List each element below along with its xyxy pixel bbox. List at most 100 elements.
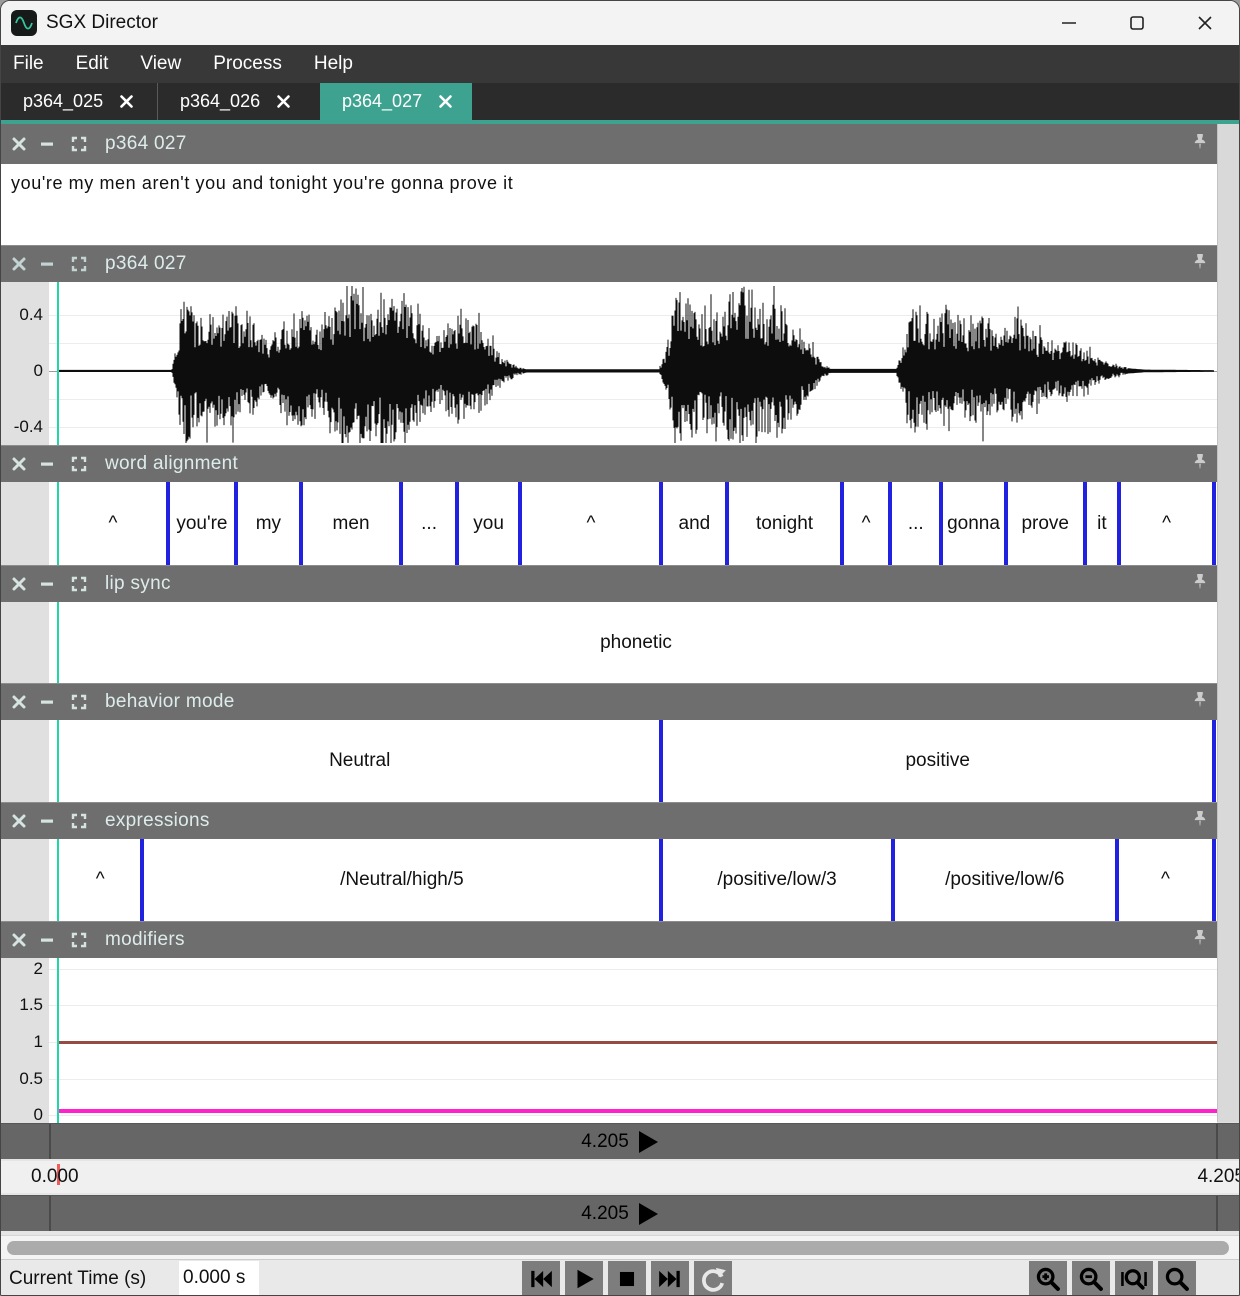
expressions-segment[interactable]: ^	[1117, 839, 1214, 921]
time-ruler[interactable]: 0.000 4.205	[1, 1161, 1239, 1193]
playhead-cursor[interactable]	[57, 482, 59, 565]
segment-boundary[interactable]	[890, 839, 895, 921]
waveform-canvas[interactable]	[49, 282, 1217, 445]
playhead-cursor[interactable]	[57, 720, 59, 802]
word-alignment-segment[interactable]: tonight	[727, 482, 841, 565]
word-alignment-segment[interactable]: you're	[168, 482, 236, 565]
segment-boundary[interactable]	[399, 482, 404, 565]
segment-boundary[interactable]	[659, 720, 664, 802]
segment-boundary[interactable]	[939, 482, 944, 565]
segment-boundary[interactable]	[140, 839, 145, 921]
tab-close-icon[interactable]	[438, 94, 453, 109]
word-alignment-segment[interactable]: and	[661, 482, 727, 565]
stop-button[interactable]	[608, 1261, 646, 1295]
segment-boundary[interactable]	[298, 482, 303, 565]
word-alignment-segment[interactable]: prove	[1006, 482, 1085, 565]
behavior-mode-segment[interactable]: Neutral	[58, 720, 661, 802]
word-alignment-segment[interactable]: ...	[890, 482, 941, 565]
tab-p364_026[interactable]: p364_026	[157, 83, 313, 120]
segment-boundary[interactable]	[1212, 839, 1216, 921]
panel-close-icon[interactable]	[10, 455, 28, 473]
expressions-segment[interactable]: /Neutral/high/5	[142, 839, 661, 921]
word-alignment-segment[interactable]: ^	[58, 482, 168, 565]
segment-boundary[interactable]	[839, 482, 844, 565]
segment-boundary[interactable]	[165, 482, 170, 565]
playhead-cursor[interactable]	[57, 602, 59, 683]
panel-close-icon[interactable]	[10, 255, 28, 273]
panel-minimize-icon[interactable]	[38, 931, 56, 949]
horizontal-scrollbar-thumb[interactable]	[7, 1241, 1229, 1255]
tab-close-icon[interactable]	[119, 94, 134, 109]
word-alignment-segment[interactable]: ^	[520, 482, 661, 565]
segment-boundary[interactable]	[1212, 482, 1216, 565]
behavior-mode-segment[interactable]: positive	[661, 720, 1214, 802]
panel-maximize-icon[interactable]	[70, 455, 88, 473]
menu-process[interactable]: Process	[213, 53, 282, 74]
panel-minimize-icon[interactable]	[38, 255, 56, 273]
menu-help[interactable]: Help	[313, 53, 353, 74]
tab-p364_025[interactable]: p364_025	[1, 83, 157, 120]
modifier-curve-red[interactable]	[58, 1041, 1217, 1044]
zoom-selection-button[interactable]	[1115, 1261, 1153, 1295]
segment-boundary[interactable]	[659, 839, 664, 921]
segment-boundary[interactable]	[1003, 482, 1008, 565]
menu-view[interactable]: View	[140, 53, 182, 74]
panel-maximize-icon[interactable]	[70, 812, 88, 830]
panel-minimize-icon[interactable]	[38, 135, 56, 153]
skip-to-end-button[interactable]	[651, 1261, 689, 1295]
pin-icon[interactable]	[1191, 453, 1209, 476]
word-alignment-segment[interactable]: men	[301, 482, 402, 565]
modifiers-canvas[interactable]	[49, 958, 1217, 1123]
pin-icon[interactable]	[1191, 691, 1209, 714]
panel-maximize-icon[interactable]	[70, 135, 88, 153]
segment-boundary[interactable]	[234, 482, 239, 565]
zoom-fit-button[interactable]	[1158, 1261, 1196, 1295]
word-alignment-segment[interactable]: it	[1085, 482, 1120, 565]
zoom-out-button[interactable]	[1072, 1261, 1110, 1295]
window-minimize-button[interactable]	[1035, 1, 1103, 45]
segment-boundary[interactable]	[1114, 839, 1119, 921]
play-button[interactable]	[565, 1261, 603, 1295]
playhead-cursor[interactable]	[57, 958, 59, 1123]
segment-boundary[interactable]	[888, 482, 893, 565]
word-alignment-segment[interactable]: you	[457, 482, 521, 565]
pin-icon[interactable]	[1191, 253, 1209, 276]
panel-minimize-icon[interactable]	[38, 812, 56, 830]
duration-slider-top[interactable]: 4.205	[1, 1123, 1239, 1159]
vertical-scrollbar[interactable]	[1217, 124, 1239, 1122]
panel-close-icon[interactable]	[10, 135, 28, 153]
window-maximize-button[interactable]	[1103, 1, 1171, 45]
segment-boundary[interactable]	[1117, 482, 1122, 565]
panel-maximize-icon[interactable]	[70, 255, 88, 273]
current-time-input[interactable]	[179, 1261, 259, 1295]
tab-close-icon[interactable]	[276, 94, 291, 109]
transcript-text[interactable]: you're my men aren't you and tonight you…	[11, 173, 514, 193]
panel-minimize-icon[interactable]	[38, 455, 56, 473]
loop-button[interactable]	[694, 1261, 732, 1295]
pin-icon[interactable]	[1191, 133, 1209, 156]
lip-sync-segment[interactable]: phonetic	[58, 602, 1214, 683]
segment-boundary[interactable]	[659, 482, 664, 565]
panel-close-icon[interactable]	[10, 575, 28, 593]
panel-minimize-icon[interactable]	[38, 693, 56, 711]
panel-maximize-icon[interactable]	[70, 575, 88, 593]
window-close-button[interactable]	[1171, 1, 1239, 45]
expressions-segment[interactable]: ^	[58, 839, 142, 921]
segment-boundary[interactable]	[518, 482, 523, 565]
word-alignment-segment[interactable]: ^	[842, 482, 891, 565]
zoom-in-button[interactable]	[1029, 1261, 1067, 1295]
horizontal-scrollbar[interactable]	[1, 1235, 1239, 1259]
panel-close-icon[interactable]	[10, 693, 28, 711]
playhead-cursor[interactable]	[57, 839, 59, 921]
pin-icon[interactable]	[1191, 573, 1209, 596]
word-alignment-segment[interactable]: ...	[401, 482, 456, 565]
segment-boundary[interactable]	[725, 482, 730, 565]
expressions-segment[interactable]: /positive/low/6	[893, 839, 1117, 921]
segment-boundary[interactable]	[1082, 482, 1087, 565]
panel-close-icon[interactable]	[10, 931, 28, 949]
modifier-curve-magenta[interactable]	[58, 1109, 1217, 1113]
panel-minimize-icon[interactable]	[38, 575, 56, 593]
word-alignment-segment[interactable]: my	[236, 482, 301, 565]
segment-boundary[interactable]	[454, 482, 459, 565]
panel-maximize-icon[interactable]	[70, 931, 88, 949]
